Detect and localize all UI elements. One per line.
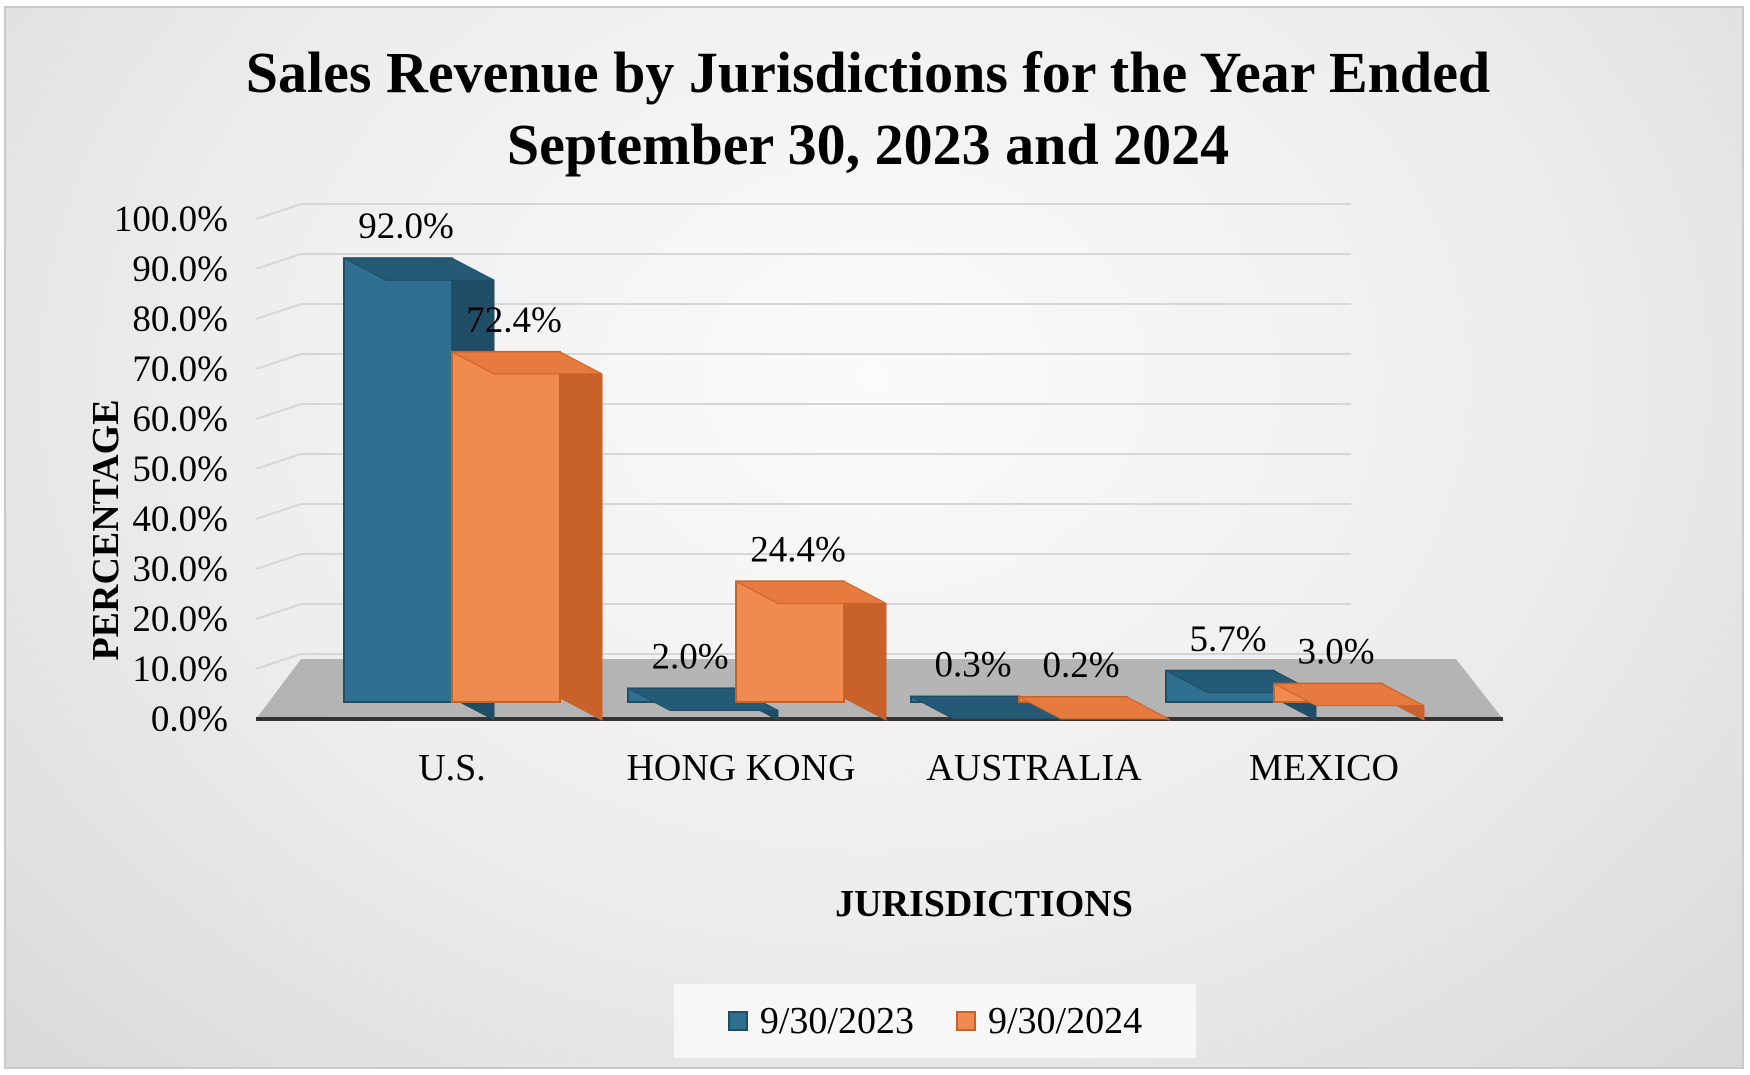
bar-front [343, 257, 453, 704]
gridline-diag-9 [255, 253, 302, 270]
bar-top [451, 351, 603, 375]
chart-title-line-2: September 30, 2023 and 2024 [507, 112, 1229, 177]
data-label-australia-9-30-2024: 0.2% [1042, 645, 1119, 686]
data-label-mexico-9-30-2023: 5.7% [1189, 619, 1266, 660]
legend-swatch-2024 [956, 1011, 976, 1031]
y-tick-label-5: 50.0% [132, 449, 228, 490]
y-tick-label-3: 30.0% [132, 549, 228, 590]
bar-top [735, 580, 887, 604]
bar-front [451, 350, 561, 703]
legend-label-2023: 9/30/2023 [759, 1000, 914, 1042]
bar-top [343, 257, 495, 281]
legend: 9/30/2023 9/30/2024 [674, 984, 1196, 1058]
data-labels: 92.0% 72.4% 2.0% 24.4% 0.3% 0.2% 5.7% 3.0% [358, 206, 1374, 686]
x-axis-title: JURISDICTIONS [835, 883, 1133, 925]
bar-mexico-9-30-2024 [1273, 682, 1425, 721]
legend-label-2024: 9/30/2024 [988, 1000, 1143, 1042]
bar-top [1018, 696, 1170, 720]
bars [343, 257, 1425, 721]
bar-u-s-9-30-2024 [451, 350, 603, 721]
y-tick-label-7: 70.0% [132, 349, 228, 390]
y-tick-label-9: 90.0% [132, 249, 228, 290]
gridline-diag-4 [255, 503, 302, 520]
y-tick-label-8: 80.0% [132, 299, 228, 340]
gridline-diag-3 [255, 553, 302, 570]
bar-hong-kong-9-30-2024 [735, 580, 887, 721]
y-axis-ticks: 0.0% 10.0% 20.0% 30.0% 40.0% 50.0% 60.0% 70.0% 8… [114, 199, 228, 740]
bar-australia-9-30-2024 [1018, 696, 1170, 721]
category-label-mexico: MEXICO [1249, 747, 1399, 789]
data-label-u-s-9-30-2023: 92.0% [358, 206, 454, 247]
data-label-mexico-9-30-2024: 3.0% [1297, 632, 1374, 673]
y-tick-label-1: 10.0% [132, 649, 228, 690]
gridline-diag-1 [255, 653, 302, 670]
data-label-australia-9-30-2023: 0.3% [934, 645, 1011, 686]
gridline-diag-5 [255, 453, 302, 470]
bar-top [1273, 683, 1425, 707]
gridline-diag-2 [255, 603, 302, 620]
x-axis-categories: U.S. HONG KONG AUSTRALIA MEXICO [418, 747, 1399, 789]
legend-swatch-2023 [727, 1011, 748, 1031]
chart-title: Sales Revenue by Jurisdictions for the Y… [246, 40, 1490, 177]
y-tick-label-6: 60.0% [132, 399, 228, 440]
data-label-hong-kong-9-30-2023: 2.0% [651, 636, 728, 677]
chart-canvas: Sales Revenue by Jurisdictions for the Y… [85, 40, 1503, 925]
chart-frame: Sales Revenue by Jurisdictions for the Y… [4, 6, 1744, 1069]
y-tick-label-0: 0.0% [151, 699, 228, 740]
gridline-diag-7 [255, 353, 302, 370]
gridline-diag-6 [255, 403, 302, 420]
category-label-australia: AUSTRALIA [926, 747, 1142, 789]
y-tick-label-4: 40.0% [132, 499, 228, 540]
data-label-hong-kong-9-30-2024: 24.4% [750, 529, 846, 570]
legend-item-2024: 9/30/2024 [956, 999, 1142, 1043]
bar-side [559, 351, 603, 721]
category-label-u-s: U.S. [418, 747, 486, 789]
y-tick-label-10: 100.0% [114, 199, 228, 240]
category-label-hong-kong: HONG KONG [626, 747, 855, 789]
chart-title-line-1: Sales Revenue by Jurisdictions for the Y… [246, 40, 1490, 105]
gridline-diag-8 [255, 303, 302, 320]
gridline-diag-10 [255, 203, 302, 220]
y-tick-label-2: 20.0% [132, 599, 228, 640]
data-label-u-s-9-30-2024: 72.4% [466, 300, 562, 341]
y-axis-title: PERCENTAGE [85, 399, 127, 660]
legend-item-2023: 9/30/2023 [727, 999, 914, 1043]
